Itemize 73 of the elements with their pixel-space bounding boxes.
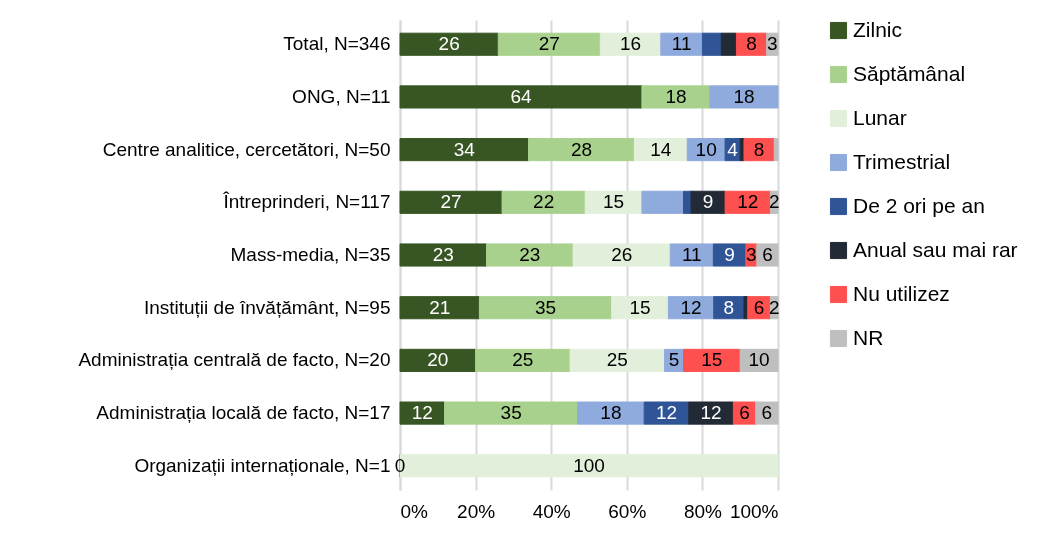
data-label: 6 [739,402,750,424]
data-label: 23 [519,244,541,265]
x-tick-label: 100% [729,500,779,522]
data-label: 0 [394,454,406,476]
data-label: 27 [538,33,560,55]
y-tick-label: Centre analitice, cercetători, N=50 [102,138,391,160]
data-label: 28 [570,138,593,160]
data-label: 6 [753,296,765,318]
data-label: 12 [655,402,678,424]
data-label: 12 [737,191,759,213]
data-label: 15 [603,191,625,213]
y-tick-label: Administrația locală de facto, N=17 [96,402,391,424]
data-label: 26 [611,244,633,265]
data-label: 35 [500,402,522,424]
data-label: 15 [701,349,723,371]
data-label: 18 [733,85,755,107]
data-label: 27 [440,191,462,213]
data-label: 12 [700,402,722,424]
data-label: 18 [665,85,687,107]
legend-label: Săptămânal [853,61,966,85]
y-tick-label: Organizații internaționale, N=1 [134,454,391,476]
y-tick-label: Instituții de învățământ, N=95 [143,296,391,318]
y-tick-label: Mass-media, N=35 [230,244,391,265]
data-label: 34 [453,138,476,160]
data-label: 9 [724,244,735,265]
data-label: 11 [671,33,692,55]
legend-label: Lunar [853,105,907,129]
data-label: 23 [432,244,454,265]
legend-label: Zilnic [853,17,903,41]
data-label: 35 [534,296,557,318]
data-label: 5 [668,349,680,371]
data-label: 6 [762,244,773,265]
data-label: 11 [681,244,702,265]
data-label: 6 [761,402,773,424]
data-label: 2 [768,191,780,213]
legend-label: Nu utilizez [853,281,950,305]
y-tick-label: Total, N=346 [283,33,391,55]
data-label: 25 [512,349,534,371]
y-tick-label: Întreprinderi, N=117 [222,191,391,213]
data-label: 16 [620,33,642,55]
legend-label: De 2 ori pe an [853,193,985,217]
data-label: 8 [723,296,735,318]
data-label: 20 [427,349,449,371]
x-tick-label: 20% [457,500,496,522]
data-label: 64 [510,85,532,107]
x-tick-label: 60% [608,500,647,522]
data-label: 8 [746,33,757,55]
data-label: 14 [650,138,672,160]
data-label: 12 [411,402,433,424]
data-label: 12 [680,296,702,318]
data-label: 9 [702,191,714,213]
data-label: 18 [600,402,622,424]
legend-label: Anual sau mai rar [853,237,1018,261]
data-label: 100 [573,454,605,476]
data-label: 3 [767,33,778,55]
y-tick-label: Administrația centrală de facto, N=20 [78,349,391,371]
data-label: 26 [438,33,460,55]
data-label: 3 [746,244,757,265]
data-label: 15 [629,296,651,318]
x-tick-label: 80% [683,500,723,522]
data-label: 25 [606,349,628,371]
data-label: 2 [768,296,780,318]
data-label: 22 [533,191,555,213]
legend-label: Trimestrial [853,149,951,173]
data-label: 4 [727,138,739,160]
y-tick-label: ONG, N=11 [292,85,391,107]
x-tick-label: 40% [532,500,571,522]
data-label: 10 [748,349,770,371]
x-tick-label: 0% [400,500,429,522]
legend-label: NR [853,325,884,349]
data-label: 21 [429,296,451,318]
data-label: 8 [753,138,765,160]
data-label: 10 [695,138,717,160]
